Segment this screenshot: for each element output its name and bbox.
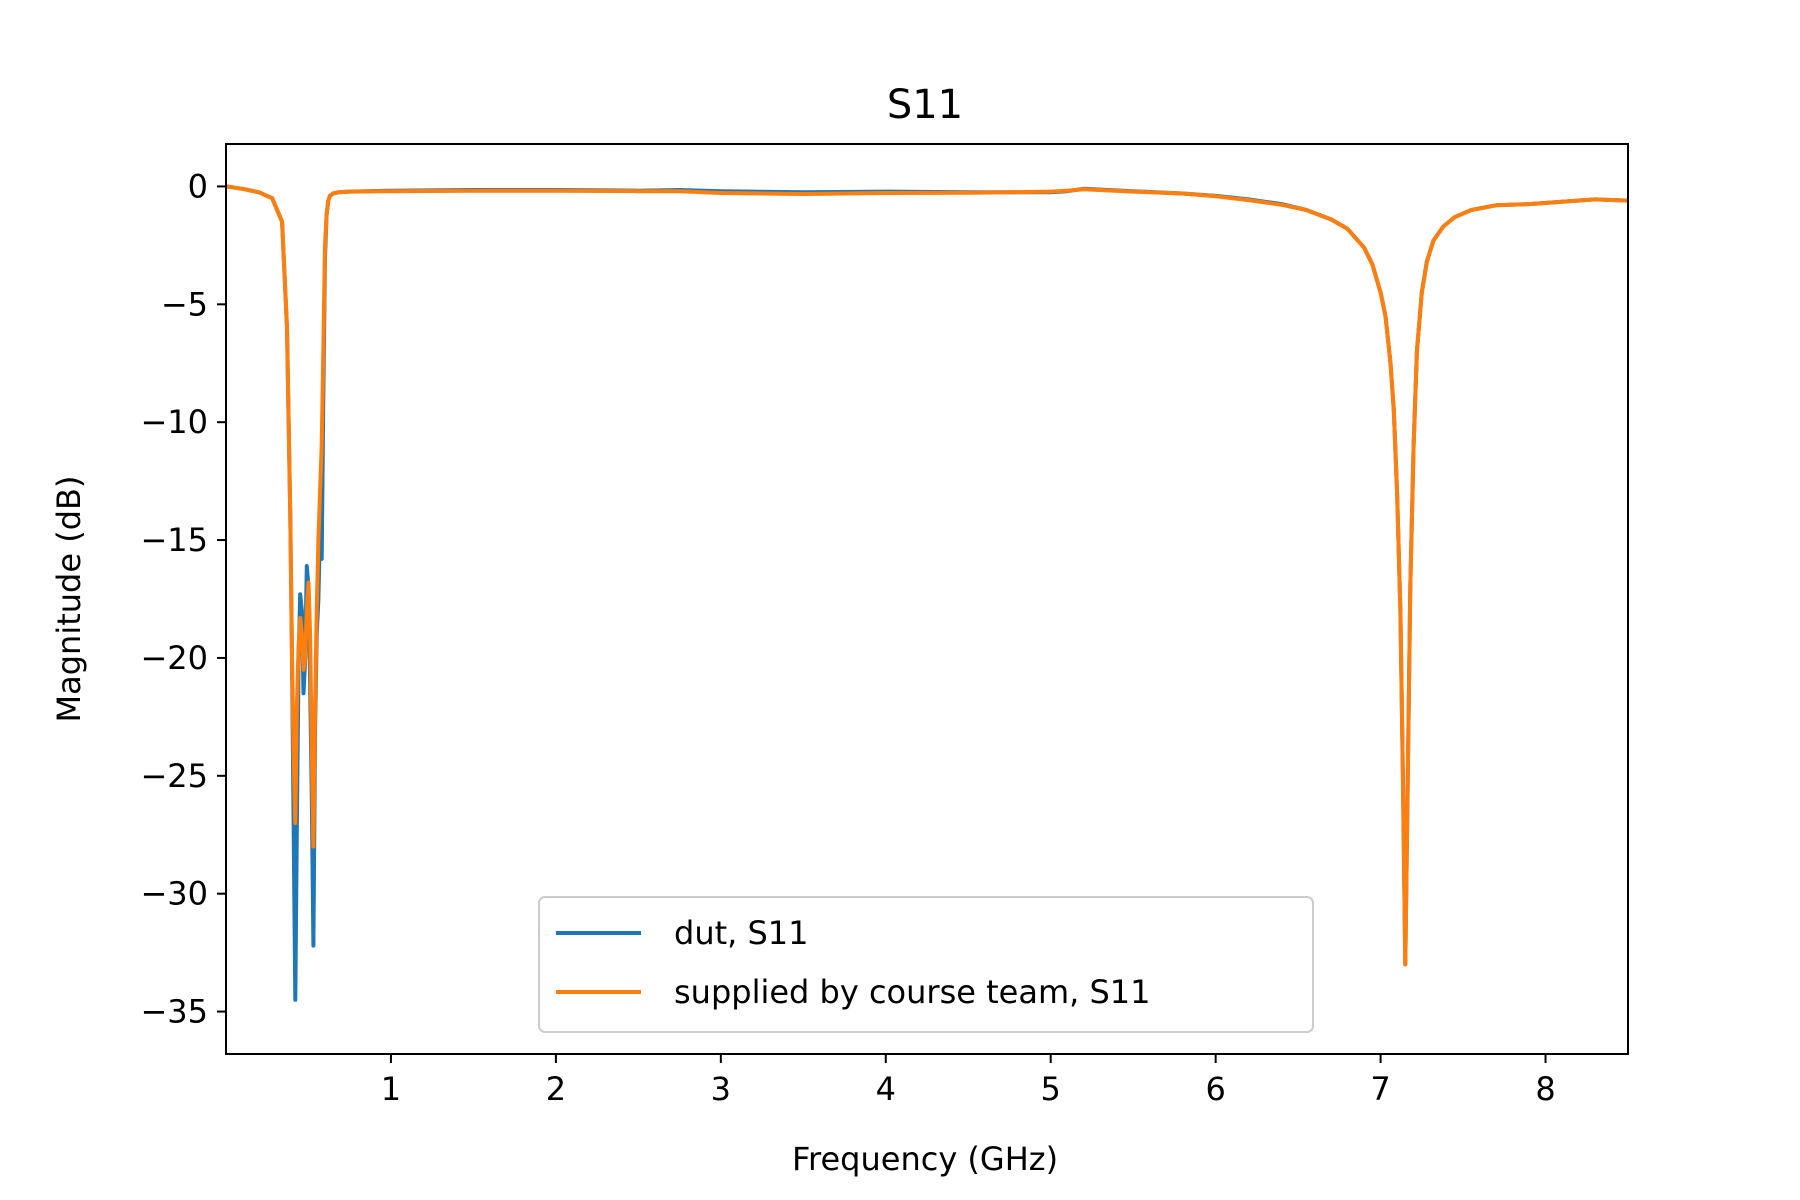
y-tick-label: −15 <box>140 521 208 559</box>
x-tick-label: 2 <box>546 1070 566 1108</box>
y-tick-label: −20 <box>140 639 208 677</box>
y-tick-label: −25 <box>140 757 208 795</box>
y-tick-label: −30 <box>140 875 208 913</box>
y-tick-label: −35 <box>140 993 208 1031</box>
y-tick-label: −5 <box>161 285 208 323</box>
x-tick-label: 4 <box>876 1070 896 1108</box>
plot-frame <box>225 143 1629 1055</box>
chart-title: S11 <box>887 82 963 128</box>
y-tick-label: 0 <box>188 167 208 205</box>
series-layer <box>226 184 1628 1002</box>
legend-label-course-team: supplied by course team, S11 <box>674 973 1150 1011</box>
legend-label-dut: dut, S11 <box>674 914 809 952</box>
legend-box <box>538 896 1314 1033</box>
x-tick-label: 8 <box>1535 1070 1555 1108</box>
x-axis-ticks: 1 2 3 4 5 6 7 8 <box>381 1054 1556 1108</box>
x-tick-label: 1 <box>381 1070 401 1108</box>
x-tick-label: 3 <box>711 1070 731 1108</box>
x-tick-label: 7 <box>1370 1070 1390 1108</box>
y-tick-label: −10 <box>140 403 208 441</box>
series-line-course-team <box>226 184 1628 967</box>
x-axis-label: Frequency (GHz) <box>792 1140 1058 1178</box>
y-axis-ticks: 0 −5 −10 −15 −20 −25 −30 −35 <box>140 167 226 1031</box>
legend: dut, S11 supplied by course team, S11 <box>538 896 1314 1033</box>
x-tick-label: 6 <box>1205 1070 1225 1108</box>
y-axis-label: Magnitude (dB) <box>50 476 88 723</box>
x-tick-label: 5 <box>1041 1070 1061 1108</box>
